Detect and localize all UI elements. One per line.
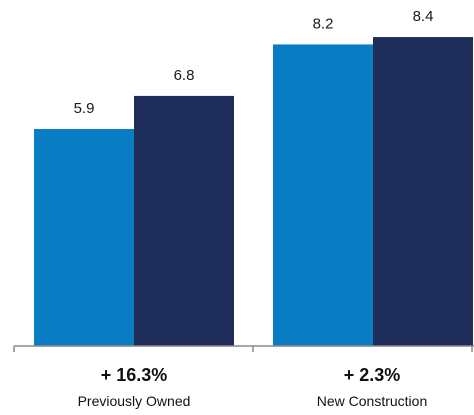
bar-value-label: 8.4 <box>413 8 434 25</box>
category-change-label: + 2.3% <box>344 365 401 385</box>
bar-value-label: 6.8 <box>174 67 195 84</box>
category-change-label: + 16.3% <box>101 365 168 385</box>
x-axis <box>13 345 474 352</box>
bars-group <box>34 37 473 347</box>
category-labels-group: + 16.3% Previously Owned + 2.3% New Cons… <box>78 365 428 409</box>
bar <box>34 129 134 346</box>
bar <box>273 44 373 347</box>
bar-value-label: 5.9 <box>74 100 95 117</box>
value-labels-group: 5.9 8.2 6.8 8.4 <box>74 8 434 117</box>
bar <box>134 95 234 347</box>
category-label: Previously Owned <box>78 393 191 409</box>
category-label: New Construction <box>317 393 428 409</box>
bar-value-label: 8.2 <box>313 15 334 32</box>
bar <box>373 37 473 347</box>
